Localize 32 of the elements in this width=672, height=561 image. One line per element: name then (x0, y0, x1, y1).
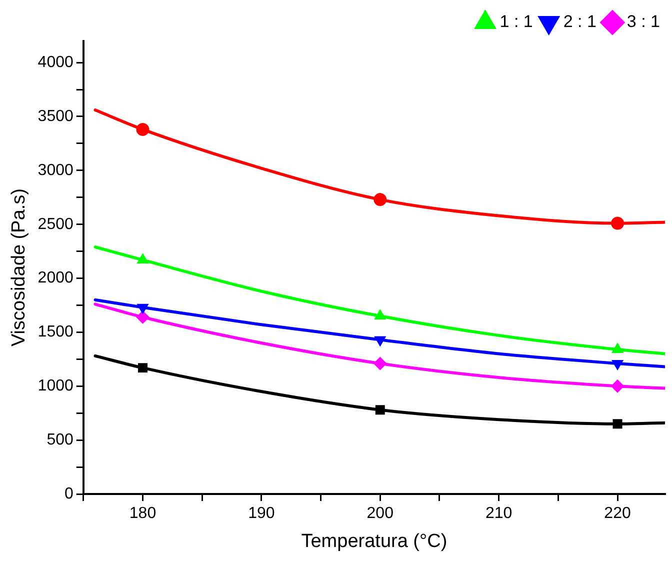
y-tick-label: 2500 (38, 216, 74, 233)
line-series (94, 246, 665, 356)
y-tick-label: 3500 (38, 108, 74, 125)
point (136, 310, 150, 324)
point (374, 336, 386, 346)
point (374, 193, 387, 206)
point (138, 363, 148, 373)
y-tick-label: 4000 (38, 54, 74, 71)
legend-label: 1 : 1 (500, 12, 533, 32)
point (612, 360, 624, 370)
y-tick-label: 3000 (38, 162, 74, 179)
point (611, 216, 624, 230)
point (374, 356, 387, 370)
y-tick-label: 0 (64, 485, 74, 502)
y-tick-label: 500 (46, 431, 74, 448)
x-tick-label: 180 (129, 505, 156, 522)
x-tick-label: 220 (604, 505, 631, 522)
point (375, 405, 385, 415)
y-tick-label: 1000 (38, 378, 74, 395)
x-tick-label: 200 (366, 505, 394, 522)
point (611, 380, 624, 393)
x-axis-title: Temperatura (°C) (301, 530, 448, 552)
x-tick-label: 210 (485, 505, 512, 522)
legend-label: 3 : 1 (626, 12, 660, 32)
legend-label: 2 : 1 (563, 12, 596, 32)
y-tick-label: 2000 (38, 270, 74, 287)
point (612, 419, 622, 429)
point (137, 304, 148, 314)
y-axis-title: Viscosidade (Pa.s) (8, 188, 30, 347)
x-tick-label: 190 (248, 505, 275, 522)
y-tick-label: 1500 (38, 324, 74, 341)
point (136, 122, 150, 136)
